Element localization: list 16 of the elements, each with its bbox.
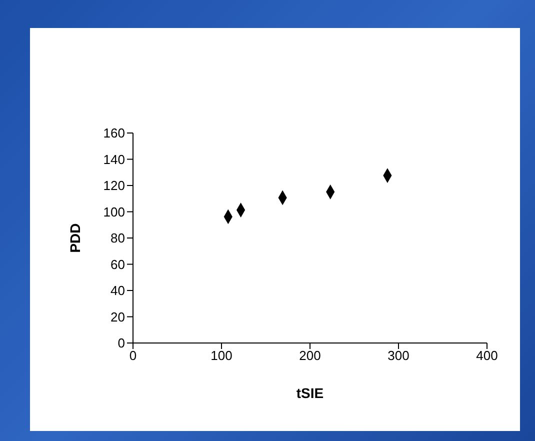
x-tick-label: 0	[129, 348, 137, 364]
y-tick-label: 100	[103, 204, 125, 220]
y-tick-label: 40	[110, 283, 125, 298]
y-tick-label: 120	[103, 178, 125, 194]
y-tick-label: 160	[103, 126, 125, 141]
y-axis-title: PDD	[66, 223, 83, 253]
x-tick-label: 100	[210, 348, 232, 364]
x-tick-label: 400	[476, 348, 498, 364]
x-axis-title: tSIE	[296, 385, 324, 401]
x-tick-label: 300	[388, 348, 410, 364]
y-tick-label: 20	[110, 309, 125, 324]
y-tick-label: 0	[118, 336, 125, 351]
y-tick-label: 140	[103, 152, 125, 167]
x-tick-label: 200	[299, 348, 321, 364]
y-tick-label: 60	[110, 256, 125, 272]
y-tick-label: 80	[110, 230, 125, 246]
